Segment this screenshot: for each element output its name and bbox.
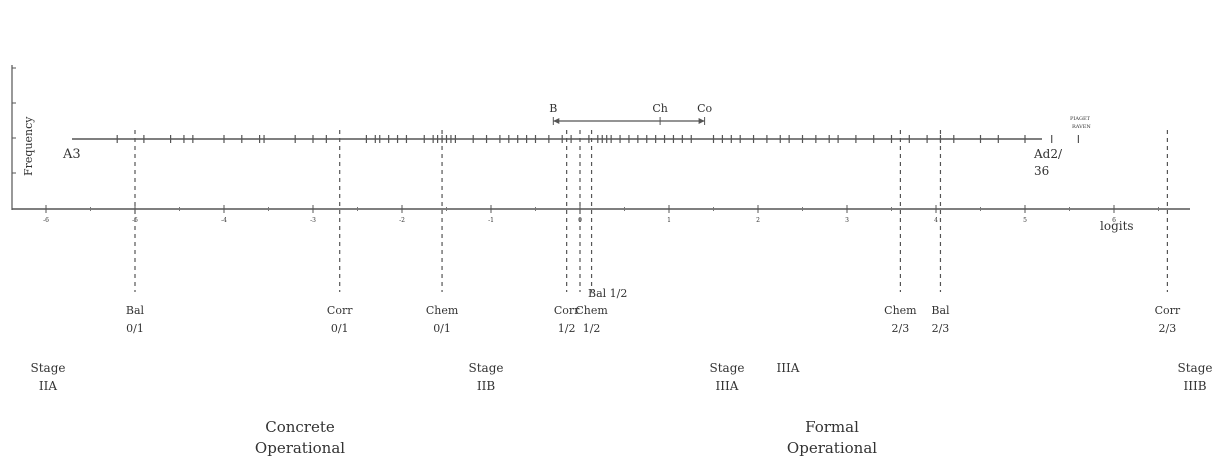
x-axis-label: logits	[1100, 219, 1134, 233]
threshold-label-2: 0/1	[331, 322, 349, 335]
line-label-right-2: 36	[1034, 164, 1049, 178]
bracket-arrow-left	[553, 118, 560, 124]
threshold-label-2: 2/3	[1159, 322, 1177, 335]
threshold-lines: Bal0/1Corr0/1Chem0/1Corr1/2Chem1/2Chem2/…	[126, 130, 1181, 335]
threshold-label-2: 0/1	[433, 322, 451, 335]
threshold-label-1: Corr	[327, 304, 353, 317]
stage-line2: IIB	[477, 379, 495, 393]
stage-line1: Stage	[31, 361, 66, 375]
x-tick-label: 3	[845, 217, 849, 224]
threshold-label-1: Corr	[1155, 304, 1181, 317]
period-line2: Operational	[787, 439, 877, 457]
y-axis-label: Frequency	[22, 116, 35, 176]
x-tick-label: 5	[1023, 217, 1027, 224]
x-tick-label: -3	[310, 217, 316, 224]
period-line1: Formal	[805, 418, 859, 436]
bal-half-label: Bal 1/2	[588, 287, 627, 300]
threshold-label-2: 1/2	[558, 322, 576, 335]
x-tick-label: -6	[43, 217, 49, 224]
period-label-concrete: Concrete Operational	[255, 418, 345, 457]
x-tick-label: -2	[399, 217, 405, 224]
stage-line1: Stage	[469, 361, 504, 375]
stage-label-iiia: Stage IIIA	[710, 361, 745, 393]
item-marks	[116, 135, 1080, 143]
line-label-right-1: Ad2/	[1033, 147, 1063, 161]
x-tick-label: -1	[488, 217, 494, 224]
threshold-label-2: 1/2	[583, 322, 601, 335]
x-tick-label: 6	[1112, 217, 1116, 224]
bracket: B Ch Co	[549, 102, 712, 125]
stage-label-iiia-2: IIIA	[777, 361, 800, 375]
threshold-label-1: Bal	[931, 304, 950, 317]
bracket-label: Ch	[652, 102, 668, 115]
bracket-arrow-right	[698, 118, 705, 124]
threshold-label-1: Chem	[884, 304, 917, 317]
period-line1: Concrete	[265, 418, 335, 436]
stage-line2: IIIA	[716, 379, 739, 393]
stage-label-iib: Stage IIB	[469, 361, 504, 393]
threshold-label-1: Corr	[554, 304, 580, 317]
threshold-label-1: Bal	[126, 304, 145, 317]
x-tick-label: -4	[221, 217, 227, 224]
period-line2: Operational	[255, 439, 345, 457]
x-tick-label: 2	[756, 217, 760, 224]
threshold-label-2: 2/3	[932, 322, 950, 335]
threshold-label-1: Chem	[426, 304, 459, 317]
stage-line2: IIA	[39, 379, 57, 393]
x-axis-ticks: -6-5-4-3-2-10123456	[43, 205, 1159, 224]
stage-line1: IIIA	[777, 361, 800, 375]
threshold-label-1: Chem	[575, 304, 608, 317]
stage-line1: Stage	[1178, 361, 1213, 375]
stage-label-iiib: Stage IIIB	[1178, 361, 1213, 393]
stage-label-iia: Stage IIA	[31, 361, 66, 393]
stage-line2: IIIB	[1183, 379, 1206, 393]
line-label-left: A3	[62, 147, 81, 162]
period-label-formal: Formal Operational	[787, 418, 877, 457]
threshold-label-2: 2/3	[892, 322, 910, 335]
legend-small-1: PIAGET	[1070, 116, 1091, 122]
stage-line1: Stage	[710, 361, 745, 375]
x-tick-label: 4	[934, 217, 938, 224]
bracket-label: Co	[697, 102, 712, 115]
x-tick-label: 1	[667, 217, 671, 224]
threshold-label-2: 0/1	[126, 322, 144, 335]
legend-small-2: RAVEN	[1072, 124, 1091, 130]
bracket-label: B	[549, 102, 557, 115]
